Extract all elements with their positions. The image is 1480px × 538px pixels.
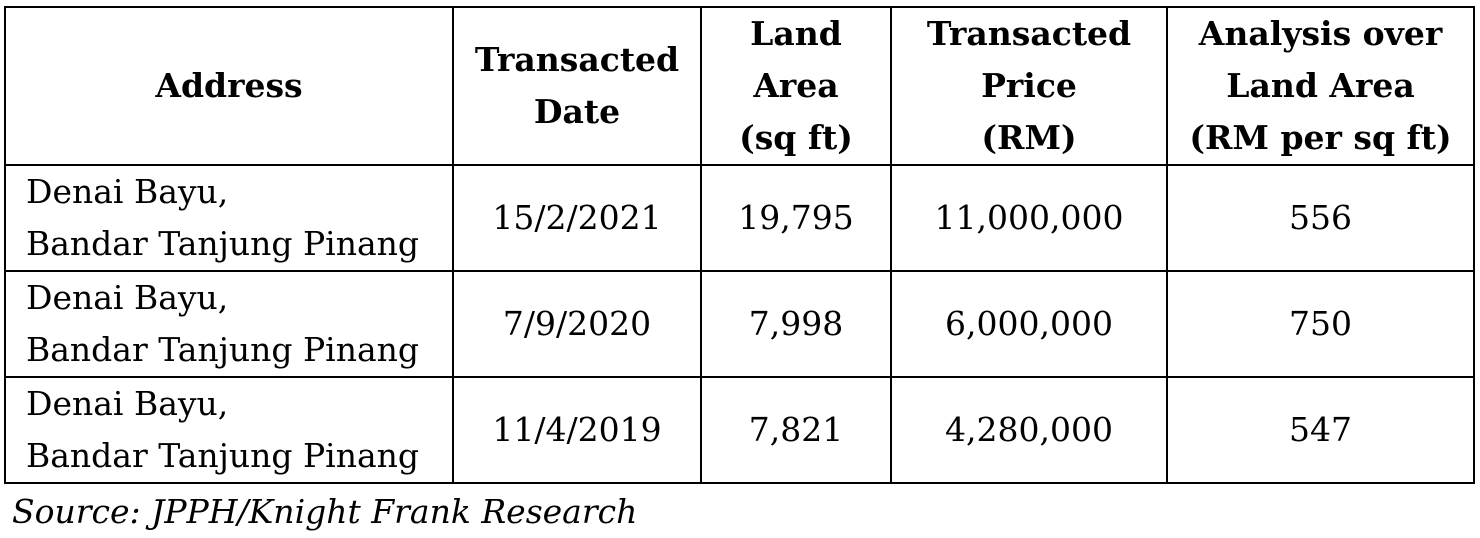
land-area-cell: 7,998 (700, 270, 892, 378)
header-analysis-line-2: Land Area (1226, 66, 1415, 105)
header-address: Address (4, 6, 454, 166)
table-row: Denai Bayu, Bandar Tanjung Pinang 7/9/20… (4, 270, 1475, 378)
address-cell: Denai Bayu, Bandar Tanjung Pinang (4, 164, 454, 272)
analysis-cell: 556 (1166, 164, 1475, 272)
date-cell: 15/2/2021 (452, 164, 702, 272)
address-line-2: Bandar Tanjung Pinang (26, 436, 420, 475)
header-row: Address Transacted Date Land Area (sq ft… (4, 6, 1475, 166)
address-line-1: Denai Bayu, (26, 384, 229, 423)
header-analysis-line-1: Analysis over (1198, 14, 1443, 53)
address-cell: Denai Bayu, Bandar Tanjung Pinang (4, 270, 454, 378)
date-cell: 11/4/2019 (452, 376, 702, 484)
header-date-line-1: Transacted (474, 40, 680, 79)
header-date-line-2: Date (533, 92, 621, 131)
header-transacted-price: Transacted Price (RM) (890, 6, 1168, 166)
table-row: Denai Bayu, Bandar Tanjung Pinang 15/2/2… (4, 164, 1475, 272)
address-line-1: Denai Bayu, (26, 278, 229, 317)
land-area-cell: 19,795 (700, 164, 892, 272)
address-cell: Denai Bayu, Bandar Tanjung Pinang (4, 376, 454, 484)
address-line-2: Bandar Tanjung Pinang (26, 330, 420, 369)
header-land-line-2: Area (753, 66, 839, 105)
header-address-line: Address (155, 66, 303, 105)
price-cell: 4,280,000 (890, 376, 1168, 484)
analysis-cell: 750 (1166, 270, 1475, 378)
header-analysis: Analysis over Land Area (RM per sq ft) (1166, 6, 1475, 166)
transactions-table: Address Transacted Date Land Area (sq ft… (4, 6, 1475, 484)
header-land-line-1: Land (750, 14, 842, 53)
address-line-1: Denai Bayu, (26, 172, 229, 211)
header-price-line-2: Price (981, 66, 1077, 105)
price-cell: 11,000,000 (890, 164, 1168, 272)
header-price-line-3: (RM) (981, 118, 1077, 157)
price-cell: 6,000,000 (890, 270, 1168, 378)
header-land-area: Land Area (sq ft) (700, 6, 892, 166)
land-area-cell: 7,821 (700, 376, 892, 484)
analysis-cell: 547 (1166, 376, 1475, 484)
header-analysis-line-3: (RM per sq ft) (1189, 118, 1452, 157)
table-row: Denai Bayu, Bandar Tanjung Pinang 11/4/2… (4, 376, 1475, 484)
header-price-line-1: Transacted (926, 14, 1132, 53)
header-transacted-date: Transacted Date (452, 6, 702, 166)
source-note: Source: JPPH/Knight Frank Research (12, 492, 638, 531)
date-cell: 7/9/2020 (452, 270, 702, 378)
address-line-2: Bandar Tanjung Pinang (26, 224, 420, 263)
header-land-line-3: (sq ft) (739, 118, 853, 157)
